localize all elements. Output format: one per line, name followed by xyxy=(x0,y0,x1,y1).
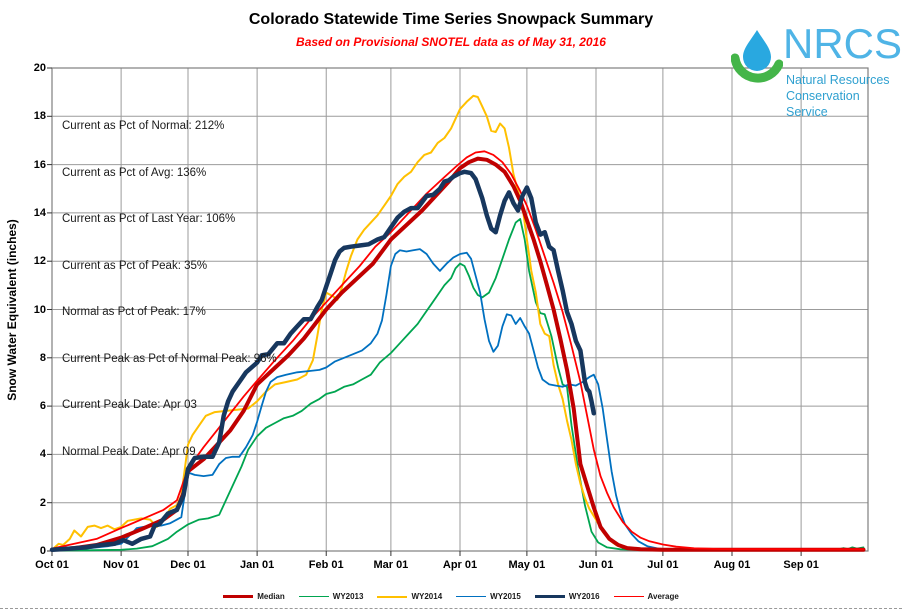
series-line-wy2016 xyxy=(49,169,597,553)
legend-swatch xyxy=(613,596,644,597)
x-tick-label: Oct 01 xyxy=(35,559,69,571)
series-line-average xyxy=(51,150,865,551)
y-tick-label: 4 xyxy=(39,448,46,461)
stat-line: Current as Pct of Last Year: 106% xyxy=(62,213,236,225)
legend-label: WY2013 xyxy=(332,592,364,601)
legend-item-wy2016: WY2016 xyxy=(534,592,600,601)
legend-label: WY2015 xyxy=(490,592,521,601)
x-tick-label: Apr 01 xyxy=(442,559,478,571)
nrcs-drop-icon xyxy=(731,30,783,83)
y-tick-label: 14 xyxy=(33,206,46,219)
legend-swatch xyxy=(456,596,487,597)
y-tick-label: 8 xyxy=(39,351,46,364)
stat-line: Current as Pct of Peak: 35% xyxy=(62,259,208,272)
stat-line: Current as Pct of Normal: 212% xyxy=(62,120,225,132)
nrcs-org-line2: Conservation Service xyxy=(786,89,860,119)
legend-swatch xyxy=(223,595,254,598)
legend-swatch xyxy=(298,596,329,597)
legend-label: WY2014 xyxy=(411,592,443,601)
stat-line: Normal as Pct of Peak: 17% xyxy=(62,306,206,318)
legend-label: Median xyxy=(257,592,285,601)
legend-item-average: Average xyxy=(613,592,679,601)
x-tick-label: Jul 01 xyxy=(647,559,679,571)
nrcs-org-text: Natural Resources Conservation Service xyxy=(786,72,895,120)
legend-label: WY2016 xyxy=(568,592,600,601)
stat-line: Normal Peak Date: Apr 09 xyxy=(62,445,196,458)
x-tick-label: Dec 01 xyxy=(170,559,206,571)
x-tick-label: Jan 01 xyxy=(239,559,275,571)
x-tick-label: Sep 01 xyxy=(783,559,819,571)
x-tick-label: May 01 xyxy=(508,559,546,571)
legend-swatch xyxy=(534,595,565,598)
nrcs-logo: NRCS Natural Resources Conservation Serv… xyxy=(731,20,902,119)
y-tick-label: 10 xyxy=(33,303,46,316)
stat-line: Current Peak Date: Apr 03 xyxy=(62,399,197,411)
y-tick-label: 16 xyxy=(33,158,46,171)
x-tick-label: Mar 01 xyxy=(373,559,409,571)
chart-subtitle: Based on Provisional SNOTEL data as of M… xyxy=(296,35,606,49)
x-tick-label: Nov 01 xyxy=(103,559,140,571)
y-tick-label: 0 xyxy=(39,545,46,557)
y-tick-label: 20 xyxy=(33,62,46,74)
stat-line: Current as Pct of Avg: 136% xyxy=(62,166,207,179)
legend-item-wy2015: WY2015 xyxy=(456,592,521,601)
series-line-wy2015 xyxy=(51,248,865,551)
y-tick-label: 6 xyxy=(39,400,46,413)
legend-item-wy2014: WY2014 xyxy=(377,592,442,601)
y-tick-label: 2 xyxy=(39,496,46,509)
stats-panel: Current as Pct of Normal: 212% Current a… xyxy=(62,88,277,491)
legend-swatch xyxy=(377,595,408,598)
x-tick-label: Jun 01 xyxy=(578,559,614,571)
series-line-wy2013 xyxy=(51,217,865,552)
x-tick-label: Feb 01 xyxy=(308,559,344,571)
legend-item-median: Median xyxy=(223,592,285,601)
y-tick-label: 18 xyxy=(33,110,46,123)
legend-item-wy2013: WY2013 xyxy=(298,592,364,601)
x-tick-label: Aug 01 xyxy=(713,559,751,571)
chart-legend: Median WY2013 WY2014 WY2015 WY2016 Average xyxy=(0,592,902,601)
series-line-median xyxy=(50,156,866,552)
bottom-divider xyxy=(0,608,902,609)
stat-line: Current Peak as Pct of Normal Peak: 96% xyxy=(62,352,277,365)
y-tick-label: 12 xyxy=(33,255,46,268)
nrcs-logo-text: NRCS xyxy=(783,20,902,67)
legend-label: Average xyxy=(647,592,679,601)
chart-title: Colorado Statewide Time Series Snowpack … xyxy=(248,11,654,28)
nrcs-org-line1: Natural Resources xyxy=(786,73,890,87)
